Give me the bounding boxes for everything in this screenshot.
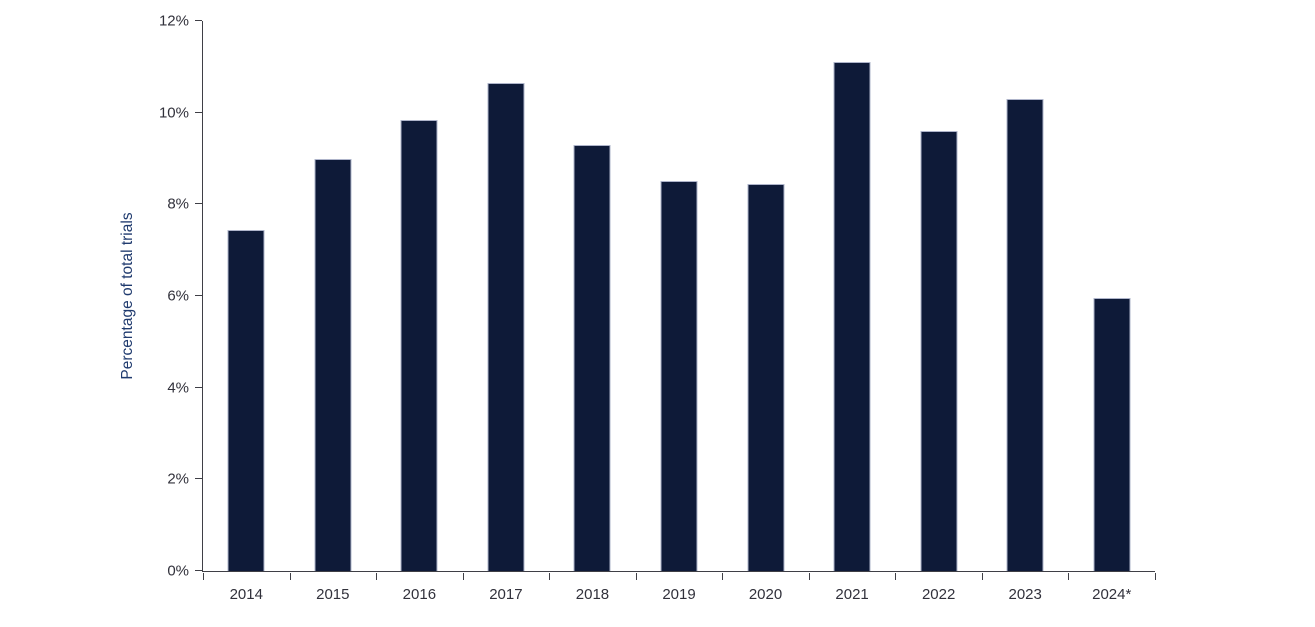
y-axis-tick [194, 478, 202, 480]
x-tick-label: 2016 [402, 586, 437, 603]
x-axis-tick [722, 572, 724, 580]
y-tick-label: 4% [167, 379, 189, 397]
bar-2021 [833, 62, 871, 571]
y-axis-tick [194, 295, 202, 296]
y-tick-label: 12% [158, 12, 189, 30]
y-tick-label: 6% [167, 287, 189, 305]
bar-2016 [400, 119, 438, 571]
y-axis-tick [194, 20, 202, 21]
x-tick-label: 2024* [1092, 586, 1132, 603]
bar-2015 [314, 158, 352, 571]
x-tick-label: 2021 [835, 586, 869, 603]
bar-2019 [660, 181, 698, 571]
x-axis-tick [462, 572, 464, 580]
x-tick-label: 2020 [748, 586, 783, 603]
y-tick-label: 0% [167, 562, 189, 580]
y-tick-label: 2% [167, 470, 189, 488]
x-tick-label: 2017 [489, 586, 523, 603]
y-axis-tick [194, 111, 202, 113]
plot-area: 0% 2% 4% 6% 8% 10% 12% 2014 2015 2016 2017 2018 2019… [159, 14, 1156, 602]
bar-2023 [1006, 98, 1044, 571]
bar-2024 [1093, 298, 1131, 571]
y-axis-tick [194, 386, 202, 388]
y-axis-tick [194, 203, 202, 205]
x-axis-tick [376, 572, 378, 580]
x-axis-tick [203, 572, 204, 580]
bar-2018 [573, 144, 611, 571]
x-axis-tick [808, 572, 810, 580]
x-axis-tick [549, 572, 551, 580]
x-tick-label: 2018 [575, 586, 610, 603]
y-axis-tick [194, 570, 202, 571]
x-axis-tick [895, 572, 897, 580]
bar-2020 [747, 183, 785, 571]
x-tick-label: 2022 [921, 586, 956, 603]
x-tick-label: 2023 [1008, 586, 1042, 603]
x-tick-label: 2014 [229, 586, 263, 603]
x-axis-tick [289, 572, 291, 580]
x-axis-tick [1155, 572, 1156, 580]
bar-2014 [227, 229, 265, 571]
x-axis-tick [981, 572, 983, 580]
x-tick-label: 2015 [316, 586, 350, 603]
y-tick-label: 8% [167, 195, 189, 213]
bar-2022 [920, 131, 958, 571]
x-axis-tick [635, 572, 637, 580]
x-axis-tick [1068, 572, 1070, 580]
y-tick-label: 10% [158, 104, 189, 122]
bar-2017 [487, 82, 525, 571]
x-tick-label: 2019 [662, 586, 696, 603]
